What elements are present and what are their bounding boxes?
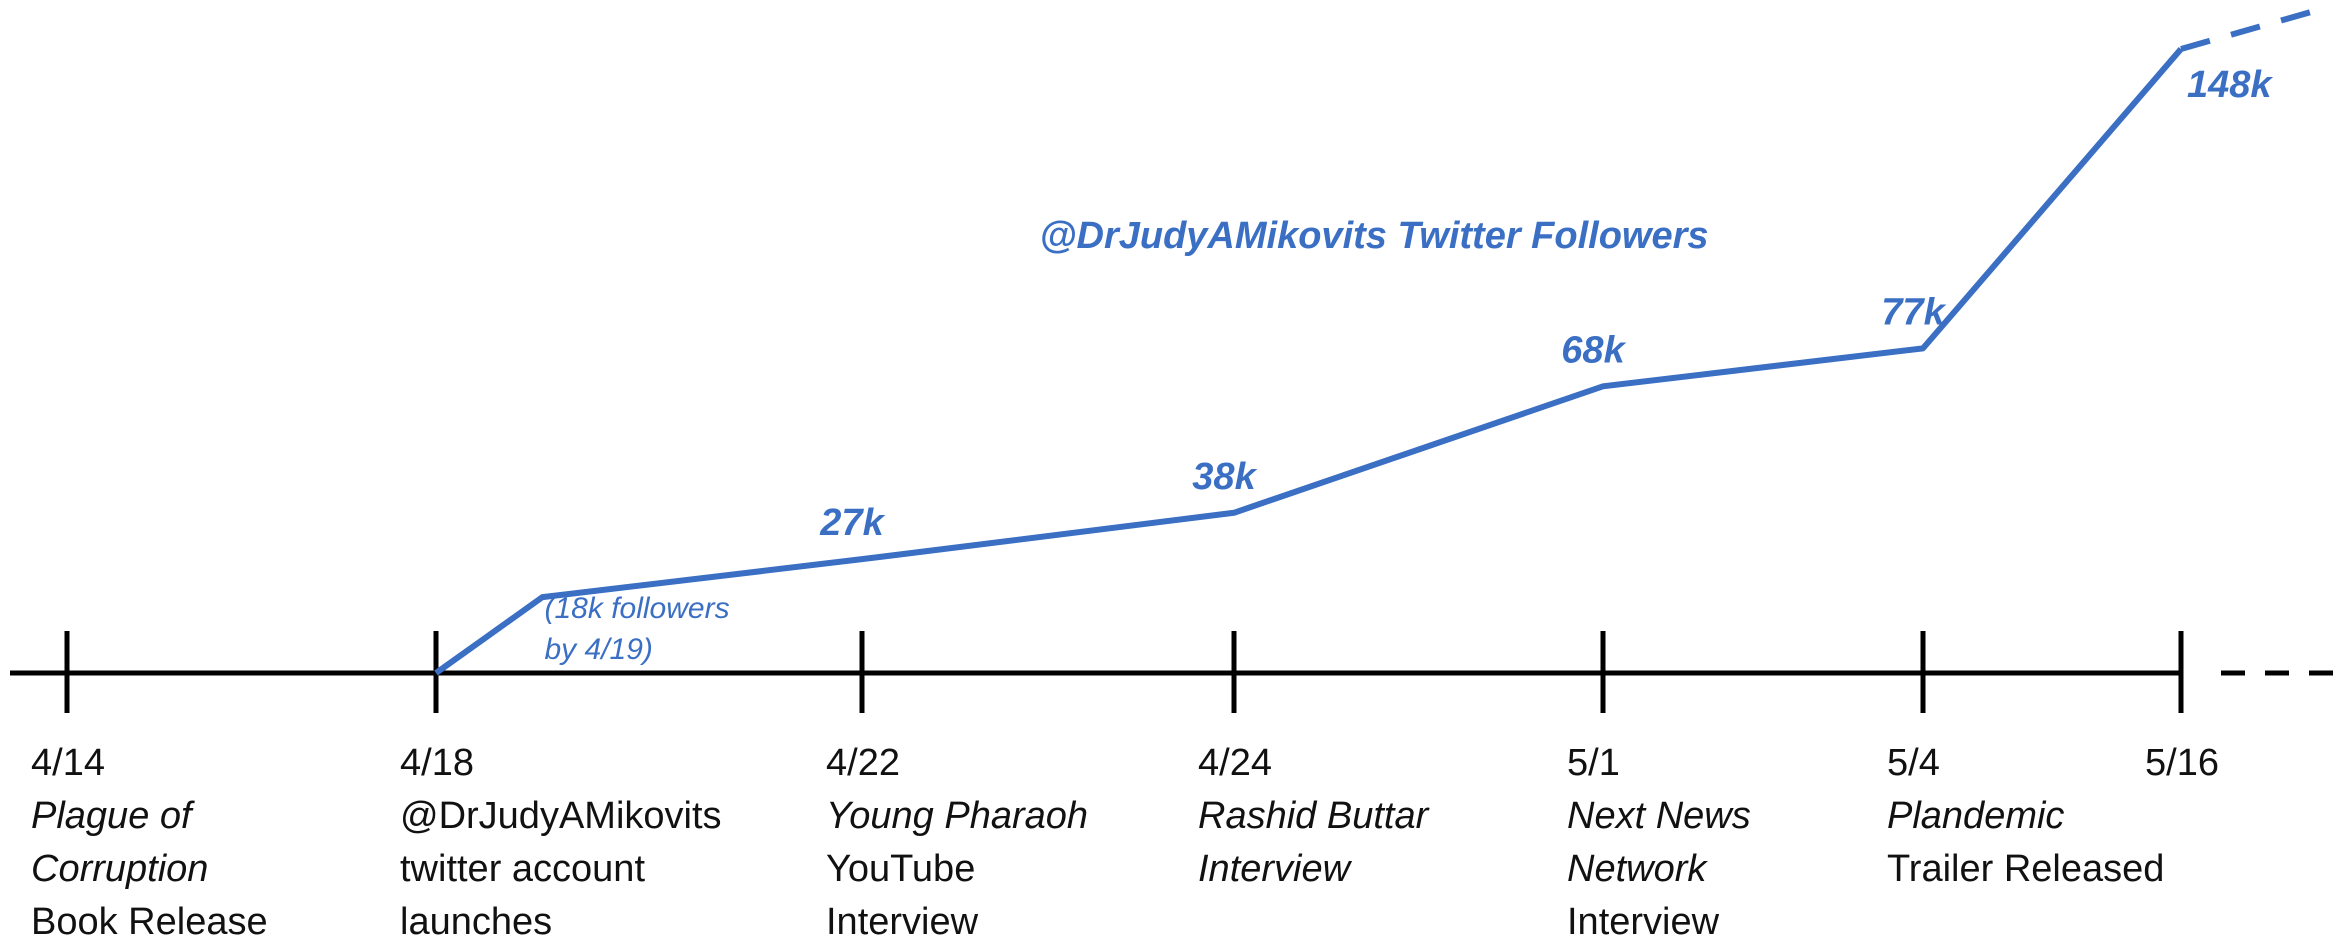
event-description: YouTube xyxy=(826,848,975,890)
value-label: 148k xyxy=(2187,64,2273,106)
event-description: Book Release xyxy=(31,901,268,943)
event-date: 4/22 xyxy=(826,742,900,784)
projection-dash xyxy=(2180,5,2326,52)
value-label: 68k xyxy=(1561,329,1626,371)
value-label: 77k xyxy=(1881,291,1946,333)
event-description: Young Pharaoh xyxy=(826,795,1088,837)
event-date: 5/1 xyxy=(1567,742,1620,784)
event-description: Network xyxy=(1567,848,1708,890)
annotation: by 4/19) xyxy=(545,633,653,666)
event-date: 5/16 xyxy=(2145,742,2219,784)
follower-line xyxy=(434,47,2184,676)
event-description: Interview xyxy=(1198,848,1353,890)
event-description: Interview xyxy=(826,901,979,943)
annotation: (18k followers xyxy=(545,592,730,625)
event-description: Plague of xyxy=(31,795,195,837)
value-label: 27k xyxy=(819,502,885,544)
event-date: 4/18 xyxy=(400,742,474,784)
event-description: launches xyxy=(400,901,552,943)
event-date: 4/14 xyxy=(31,742,105,784)
event-description: Trailer Released xyxy=(1887,848,2164,890)
event-description: Next News xyxy=(1567,795,1751,837)
event-description: @DrJudyAMikovits xyxy=(400,795,722,837)
event-description: Interview xyxy=(1567,901,1720,943)
event-description: Plandemic xyxy=(1887,795,2064,837)
value-label: 38k xyxy=(1192,456,1257,498)
event-description: Rashid Buttar xyxy=(1198,795,1430,837)
event-description: Corruption xyxy=(31,848,208,890)
event-date: 5/4 xyxy=(1887,742,1940,784)
chart-title: @DrJudyAMikovits Twitter Followers xyxy=(1039,215,1708,257)
event-description: twitter account xyxy=(400,848,645,890)
event-date: 4/24 xyxy=(1198,742,1272,784)
